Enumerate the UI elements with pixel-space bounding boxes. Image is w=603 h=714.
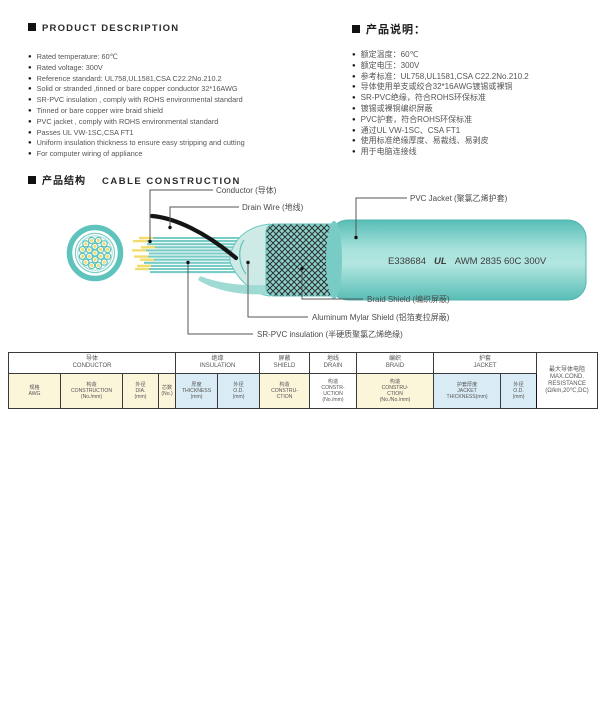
black-square-icon	[28, 176, 36, 184]
list-item: 参考标准：UL758,UL1581,CSA C22.2No.210.2	[352, 72, 600, 83]
list-item: Passes UL VW-1SC,CSA FT1	[28, 128, 328, 139]
list-item: SR-PVC insulation , comply with ROHS env…	[28, 95, 328, 106]
list-item: 使用标准绝缘厚度、易裁线、易剥皮	[352, 136, 600, 147]
list-item: 用于电脑连接线	[352, 147, 600, 158]
header-conductor-group: 导体 CONDUCTOR	[7, 352, 177, 374]
subheader-dia: 外径 DIA. (mm)	[122, 373, 159, 409]
label-pvc-jacket: PVC Jacket (聚氯乙烯护套)	[410, 193, 508, 203]
list-item: PVC jacket , comply with ROHS environmen…	[28, 117, 328, 128]
product-description-title: PRODUCT DESCRIPTION	[28, 18, 328, 36]
list-item: Rated temperature: 60℃	[28, 52, 328, 63]
list-item: PVC护套，符合ROHS环保标准	[352, 115, 600, 126]
callout-dots	[148, 225, 358, 271]
pvc-jacket-layer: E338684 UL AWM 2835 60C 300V	[326, 219, 587, 301]
list-item: SR-PVC绝缘，符合ROHS环保标准	[352, 93, 600, 104]
list-item: 导体使用单支或绞合32*16AWG镀锡或裸铜	[352, 82, 600, 93]
list-item: Uniform insulation thickness to ensure e…	[28, 138, 328, 149]
label-drain-wire: Drain Wire (地线)	[242, 202, 304, 212]
label-conductor: Conductor (导体)	[216, 185, 277, 195]
cable-construction-heading: 产品结构 CABLE CONSTRUCTION	[28, 172, 241, 187]
cable-construction-diagram: E338684 UL AWM 2835 60C 300V Conductor (导体…	[66, 185, 587, 339]
spec-table: 导体 CONDUCTOR 绝缘 INSULATION 屏蔽 SHIELD 地线 …	[7, 352, 599, 409]
product-description-cn-title-text: 产品说明：	[366, 24, 426, 36]
header-max-resistance: 最大导体电阻 MAX.COND. RESISTANCE (Ω/km,20℃,DC…	[536, 352, 599, 409]
subheader-construction: 构造 CONSTRUCTION (No./mm)	[60, 373, 123, 409]
spec-table-wrapper: 导体 CONDUCTOR 绝缘 INSULATION 屏蔽 SHIELD 地线 …	[7, 352, 599, 409]
label-sr-pvc-insulation: SR-PVC insulation (半硬质聚氯乙烯绝缘)	[257, 329, 403, 339]
cable-construction-title-cn: 产品结构	[42, 176, 86, 187]
subheader-cores: 芯数 (No.)	[157, 373, 177, 409]
jacket-print-text: E338684 UL AWM 2835 60C 300V	[388, 256, 547, 267]
aluminum-mylar-layer	[198, 223, 271, 297]
header-insulation-group: 绝缘 INSULATION	[175, 352, 261, 374]
list-item: Solid or stranded ,tinned or bare copper…	[28, 84, 328, 95]
cable-construction-title-en: CABLE CONSTRUCTION	[102, 176, 241, 187]
subheader-jacket-od: 外径 O.D. (mm)	[500, 373, 538, 409]
header-jacket-group: 护套 JACKET	[433, 352, 538, 374]
list-item: 镀锡或裸铜编织屏蔽	[352, 104, 600, 115]
list-item: 额定电压：300V	[352, 61, 600, 72]
spec-table-header: 导体 CONDUCTOR 绝缘 INSULATION 屏蔽 SHIELD 地线 …	[7, 352, 599, 409]
product-description-cn-title: 产品说明：	[352, 20, 600, 38]
subheader-ins-od: 外径 O.D. (mm)	[217, 373, 261, 409]
product-description-title-text: PRODUCT DESCRIPTION	[42, 23, 180, 34]
subheader-braid-construction: 构造 CONSTRU- CTION (No./No./mm)	[356, 373, 435, 409]
subheader-drain-construction: 构造 CONSTR- UCTION (No./mm)	[309, 373, 358, 409]
label-aluminum-mylar-shield: Aluminum Mylar Shield (铝箔麦拉屏蔽)	[312, 312, 450, 322]
list-item: 额定温度：60℃	[352, 50, 600, 61]
label-braid-shield: Braid Shield (编织屏蔽)	[367, 294, 450, 304]
subheader-shield-construction: 构造 CONSTRU- CTION	[259, 373, 311, 409]
drain-wire-drawing	[149, 213, 239, 261]
list-item: 通过UL VW-1SC、CSA FT1	[352, 126, 600, 137]
subheader-jacket-thickness: 护套厚度 JACKET THICKNESS(mm)	[433, 373, 502, 409]
product-description-cn-list: 额定温度：60℃ 额定电压：300V 参考标准：UL758,UL1581,CSA…	[352, 50, 600, 158]
product-description-cn-section: 产品说明： 额定温度：60℃ 额定电压：300V 参考标准：UL758,UL15…	[352, 20, 600, 158]
cable-cross-section-icon	[66, 224, 124, 282]
jacket-print-e-number: E338684	[388, 256, 426, 267]
header-drain-group: 地线 DRAIN	[309, 352, 358, 374]
subheader-awg: 规格 AWG	[8, 373, 61, 409]
black-square-icon	[352, 25, 360, 33]
black-square-icon	[28, 23, 36, 31]
list-item: For computer wiring of appliance	[28, 149, 328, 160]
list-item: Rated voltage: 300V	[28, 63, 328, 74]
header-shield-group: 屏蔽 SHIELD	[259, 352, 311, 374]
ul-mark-icon: UL	[434, 256, 447, 267]
list-item: Tinned or bare copper wire braid shield	[28, 106, 328, 117]
product-description-section: PRODUCT DESCRIPTION Rated temperature: 6…	[28, 18, 328, 160]
subheader-ins-thickness: 厚度 THICKNESS (mm)	[175, 373, 219, 409]
list-item: Reference standard: UL758,UL1581,CSA C22…	[28, 74, 328, 85]
header-braid-group: 编织 BRAID	[356, 352, 435, 374]
callout-lines	[149, 189, 407, 335]
jacket-print-rating: AWM 2835 60C 300V	[455, 256, 547, 267]
product-description-list: Rated temperature: 60℃ Rated voltage: 30…	[28, 52, 328, 160]
